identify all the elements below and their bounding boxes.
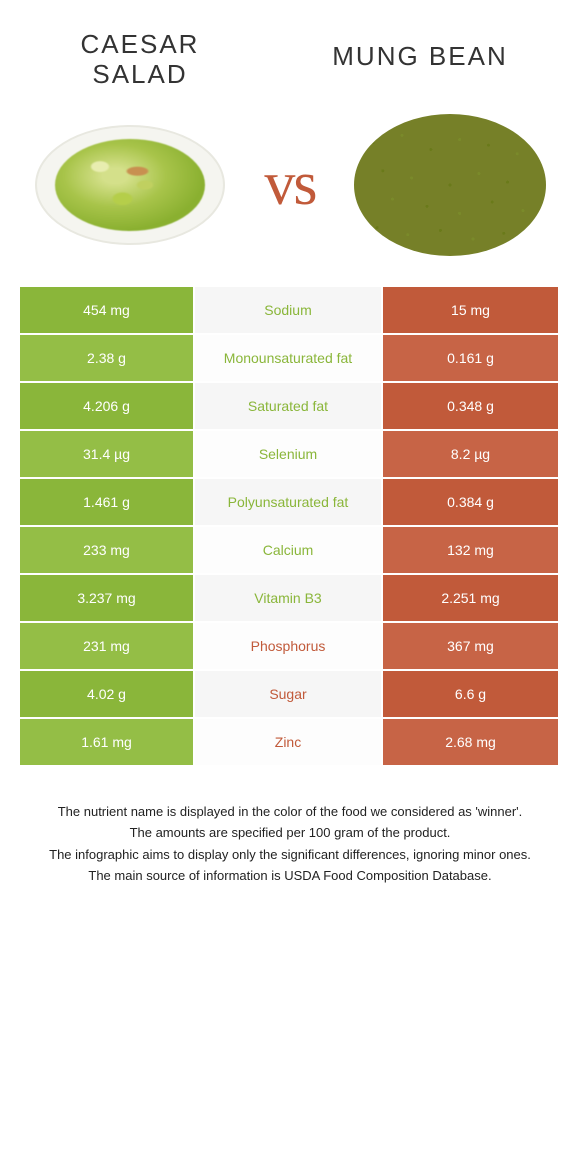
nutrient-left-value: 1.461 g (20, 479, 195, 525)
nutrient-label: Calcium (195, 527, 383, 573)
nutrient-row: 454 mgSodium15 mg (20, 287, 560, 335)
food-images-row: vs (0, 100, 580, 285)
nutrient-right-value: 0.384 g (383, 479, 558, 525)
nutrient-left-value: 3.237 mg (20, 575, 195, 621)
nutrient-row: 31.4 µgSelenium8.2 µg (20, 431, 560, 479)
footer-line: The infographic aims to display only the… (30, 845, 550, 865)
nutrient-left-value: 4.02 g (20, 671, 195, 717)
nutrient-row: 1.61 mgZinc2.68 mg (20, 719, 560, 767)
vs-label: vs (264, 149, 315, 220)
nutrient-row: 1.461 gPolyunsaturated fat0.384 g (20, 479, 560, 527)
nutrient-row: 3.237 mgVitamin B32.251 mg (20, 575, 560, 623)
nutrient-right-value: 15 mg (383, 287, 558, 333)
nutrient-left-value: 4.206 g (20, 383, 195, 429)
footer-line: The nutrient name is displayed in the co… (30, 802, 550, 822)
left-food-image (30, 110, 230, 260)
left-food-title: CAESAR SALAD (50, 30, 230, 90)
nutrient-left-value: 1.61 mg (20, 719, 195, 765)
nutrient-row: 4.206 gSaturated fat0.348 g (20, 383, 560, 431)
nutrient-label: Vitamin B3 (195, 575, 383, 621)
nutrient-label: Monounsaturated fat (195, 335, 383, 381)
nutrient-label: Saturated fat (195, 383, 383, 429)
nutrient-left-value: 2.38 g (20, 335, 195, 381)
nutrient-row: 233 mgCalcium132 mg (20, 527, 560, 575)
nutrient-right-value: 2.251 mg (383, 575, 558, 621)
left-title-line1: CAESAR (81, 29, 200, 59)
nutrient-label: Sugar (195, 671, 383, 717)
right-food-image (350, 110, 550, 260)
nutrient-left-value: 233 mg (20, 527, 195, 573)
nutrient-right-value: 132 mg (383, 527, 558, 573)
footer-line: The amounts are specified per 100 gram o… (30, 823, 550, 843)
nutrient-label: Zinc (195, 719, 383, 765)
right-food-title: MUNG BEAN (310, 30, 530, 72)
footer-line: The main source of information is USDA F… (30, 866, 550, 886)
right-title: MUNG BEAN (332, 41, 507, 71)
nutrient-label: Polyunsaturated fat (195, 479, 383, 525)
nutrient-table: 454 mgSodium15 mg2.38 gMonounsaturated f… (20, 285, 560, 767)
nutrient-right-value: 0.161 g (383, 335, 558, 381)
nutrient-row: 231 mgPhosphorus367 mg (20, 623, 560, 671)
header: CAESAR SALAD MUNG BEAN (0, 0, 580, 100)
nutrient-left-value: 31.4 µg (20, 431, 195, 477)
nutrient-row: 2.38 gMonounsaturated fat0.161 g (20, 335, 560, 383)
nutrient-row: 4.02 gSugar6.6 g (20, 671, 560, 719)
nutrient-left-value: 231 mg (20, 623, 195, 669)
nutrient-right-value: 0.348 g (383, 383, 558, 429)
nutrient-label: Selenium (195, 431, 383, 477)
nutrient-right-value: 6.6 g (383, 671, 558, 717)
nutrient-left-value: 454 mg (20, 287, 195, 333)
nutrient-right-value: 367 mg (383, 623, 558, 669)
nutrient-right-value: 2.68 mg (383, 719, 558, 765)
footer-notes: The nutrient name is displayed in the co… (0, 767, 580, 908)
nutrient-right-value: 8.2 µg (383, 431, 558, 477)
left-title-line2: SALAD (92, 59, 187, 89)
nutrient-label: Sodium (195, 287, 383, 333)
nutrient-label: Phosphorus (195, 623, 383, 669)
